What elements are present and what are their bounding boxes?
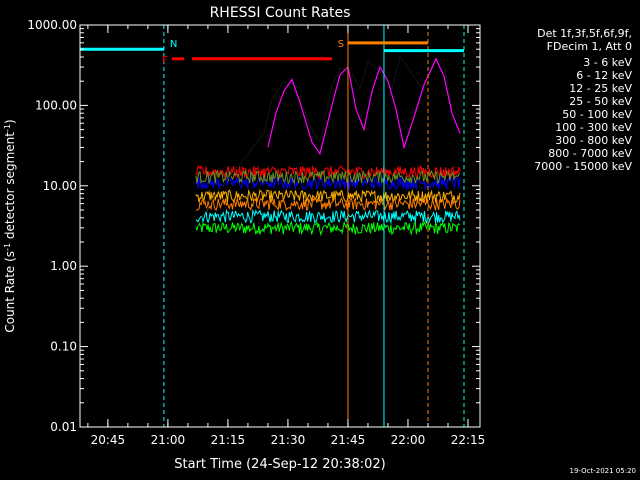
series-line-2 <box>195 220 461 237</box>
x-axis-label: Start Time (24-Sep-12 20:38:02) <box>174 457 385 472</box>
plot-frame <box>79 24 481 428</box>
series-line-4 <box>195 188 461 204</box>
x-tick-label-4: 21:45 <box>331 433 366 447</box>
legend-item-7: 800 - 7000 keV <box>548 147 632 160</box>
y-tick-label-2: 1.00 <box>50 259 77 273</box>
x-tick-label-5: 22:00 <box>391 433 426 447</box>
series-line-8 <box>195 169 461 185</box>
legend-item-2: 12 - 25 keV <box>569 82 632 95</box>
legend: Det 1f,3f,5f,6f,9f,FDecim 1, Att 0 3 - 6 … <box>534 27 632 173</box>
y-tick-label-0: 0.01 <box>50 420 77 434</box>
axes: 0.01 0.10 1.00 10.00 100.00 1000.00 20:45 21:00… <box>27 18 485 447</box>
legend-header-0: Det 1f,3f,5f,6f,9f, <box>537 27 632 40</box>
y-axis-label-mid: detector segment <box>3 132 17 243</box>
legend-item-8: 7000 - 15000 keV <box>534 160 632 173</box>
y-axis-label-sup2: -1 <box>3 124 12 132</box>
flag-label-0: N <box>170 39 177 50</box>
legend-item-5: 100 - 300 keV <box>555 121 632 134</box>
y-tick-label-1: 0.10 <box>50 340 77 354</box>
series-line-5 <box>195 196 461 212</box>
x-tick-label-6: 22:15 <box>451 433 486 447</box>
legend-header-1: FDecim 1, Att 0 <box>547 40 632 53</box>
y-axis-label: Count Rate (s-1 detector segment-1) <box>3 119 17 332</box>
legend-item-4: 50 - 100 keV <box>562 108 632 121</box>
y-tick-label-4: 100.00 <box>35 98 77 112</box>
x-tick-label-3: 21:30 <box>271 433 306 447</box>
x-tick-label-1: 21:00 <box>151 433 186 447</box>
flag-label-1: F <box>162 55 168 66</box>
y-tick-label-3: 10.00 <box>43 179 77 193</box>
y-axis-label-end: ) <box>3 119 17 124</box>
legend-item-3: 25 - 50 keV <box>569 95 632 108</box>
x-tick-label-2: 21:15 <box>211 433 246 447</box>
series-line-7 <box>195 164 461 181</box>
legend-item-1: 6 - 12 keV <box>576 69 632 82</box>
plot-area: NF S <box>79 25 465 427</box>
x-tick-label-0: 20:45 <box>91 433 126 447</box>
chart-title: RHESSI Count Rates <box>210 5 351 21</box>
legend-item-6: 300 - 800 keV <box>555 134 632 147</box>
series-line-3 <box>195 208 461 225</box>
legend-item-0: 3 - 6 keV <box>583 56 632 69</box>
timestamp: 19-Oct-2021 05:20 <box>570 467 636 475</box>
y-axis-label-sup: -1 <box>3 243 12 251</box>
series-line-6 <box>195 175 461 191</box>
series-line-0 <box>195 55 461 229</box>
flag-label-3: S <box>338 39 344 50</box>
y-axis-label-main: Count Rate (s <box>3 251 17 333</box>
y-tick-label-5: 1000.00 <box>27 18 77 32</box>
